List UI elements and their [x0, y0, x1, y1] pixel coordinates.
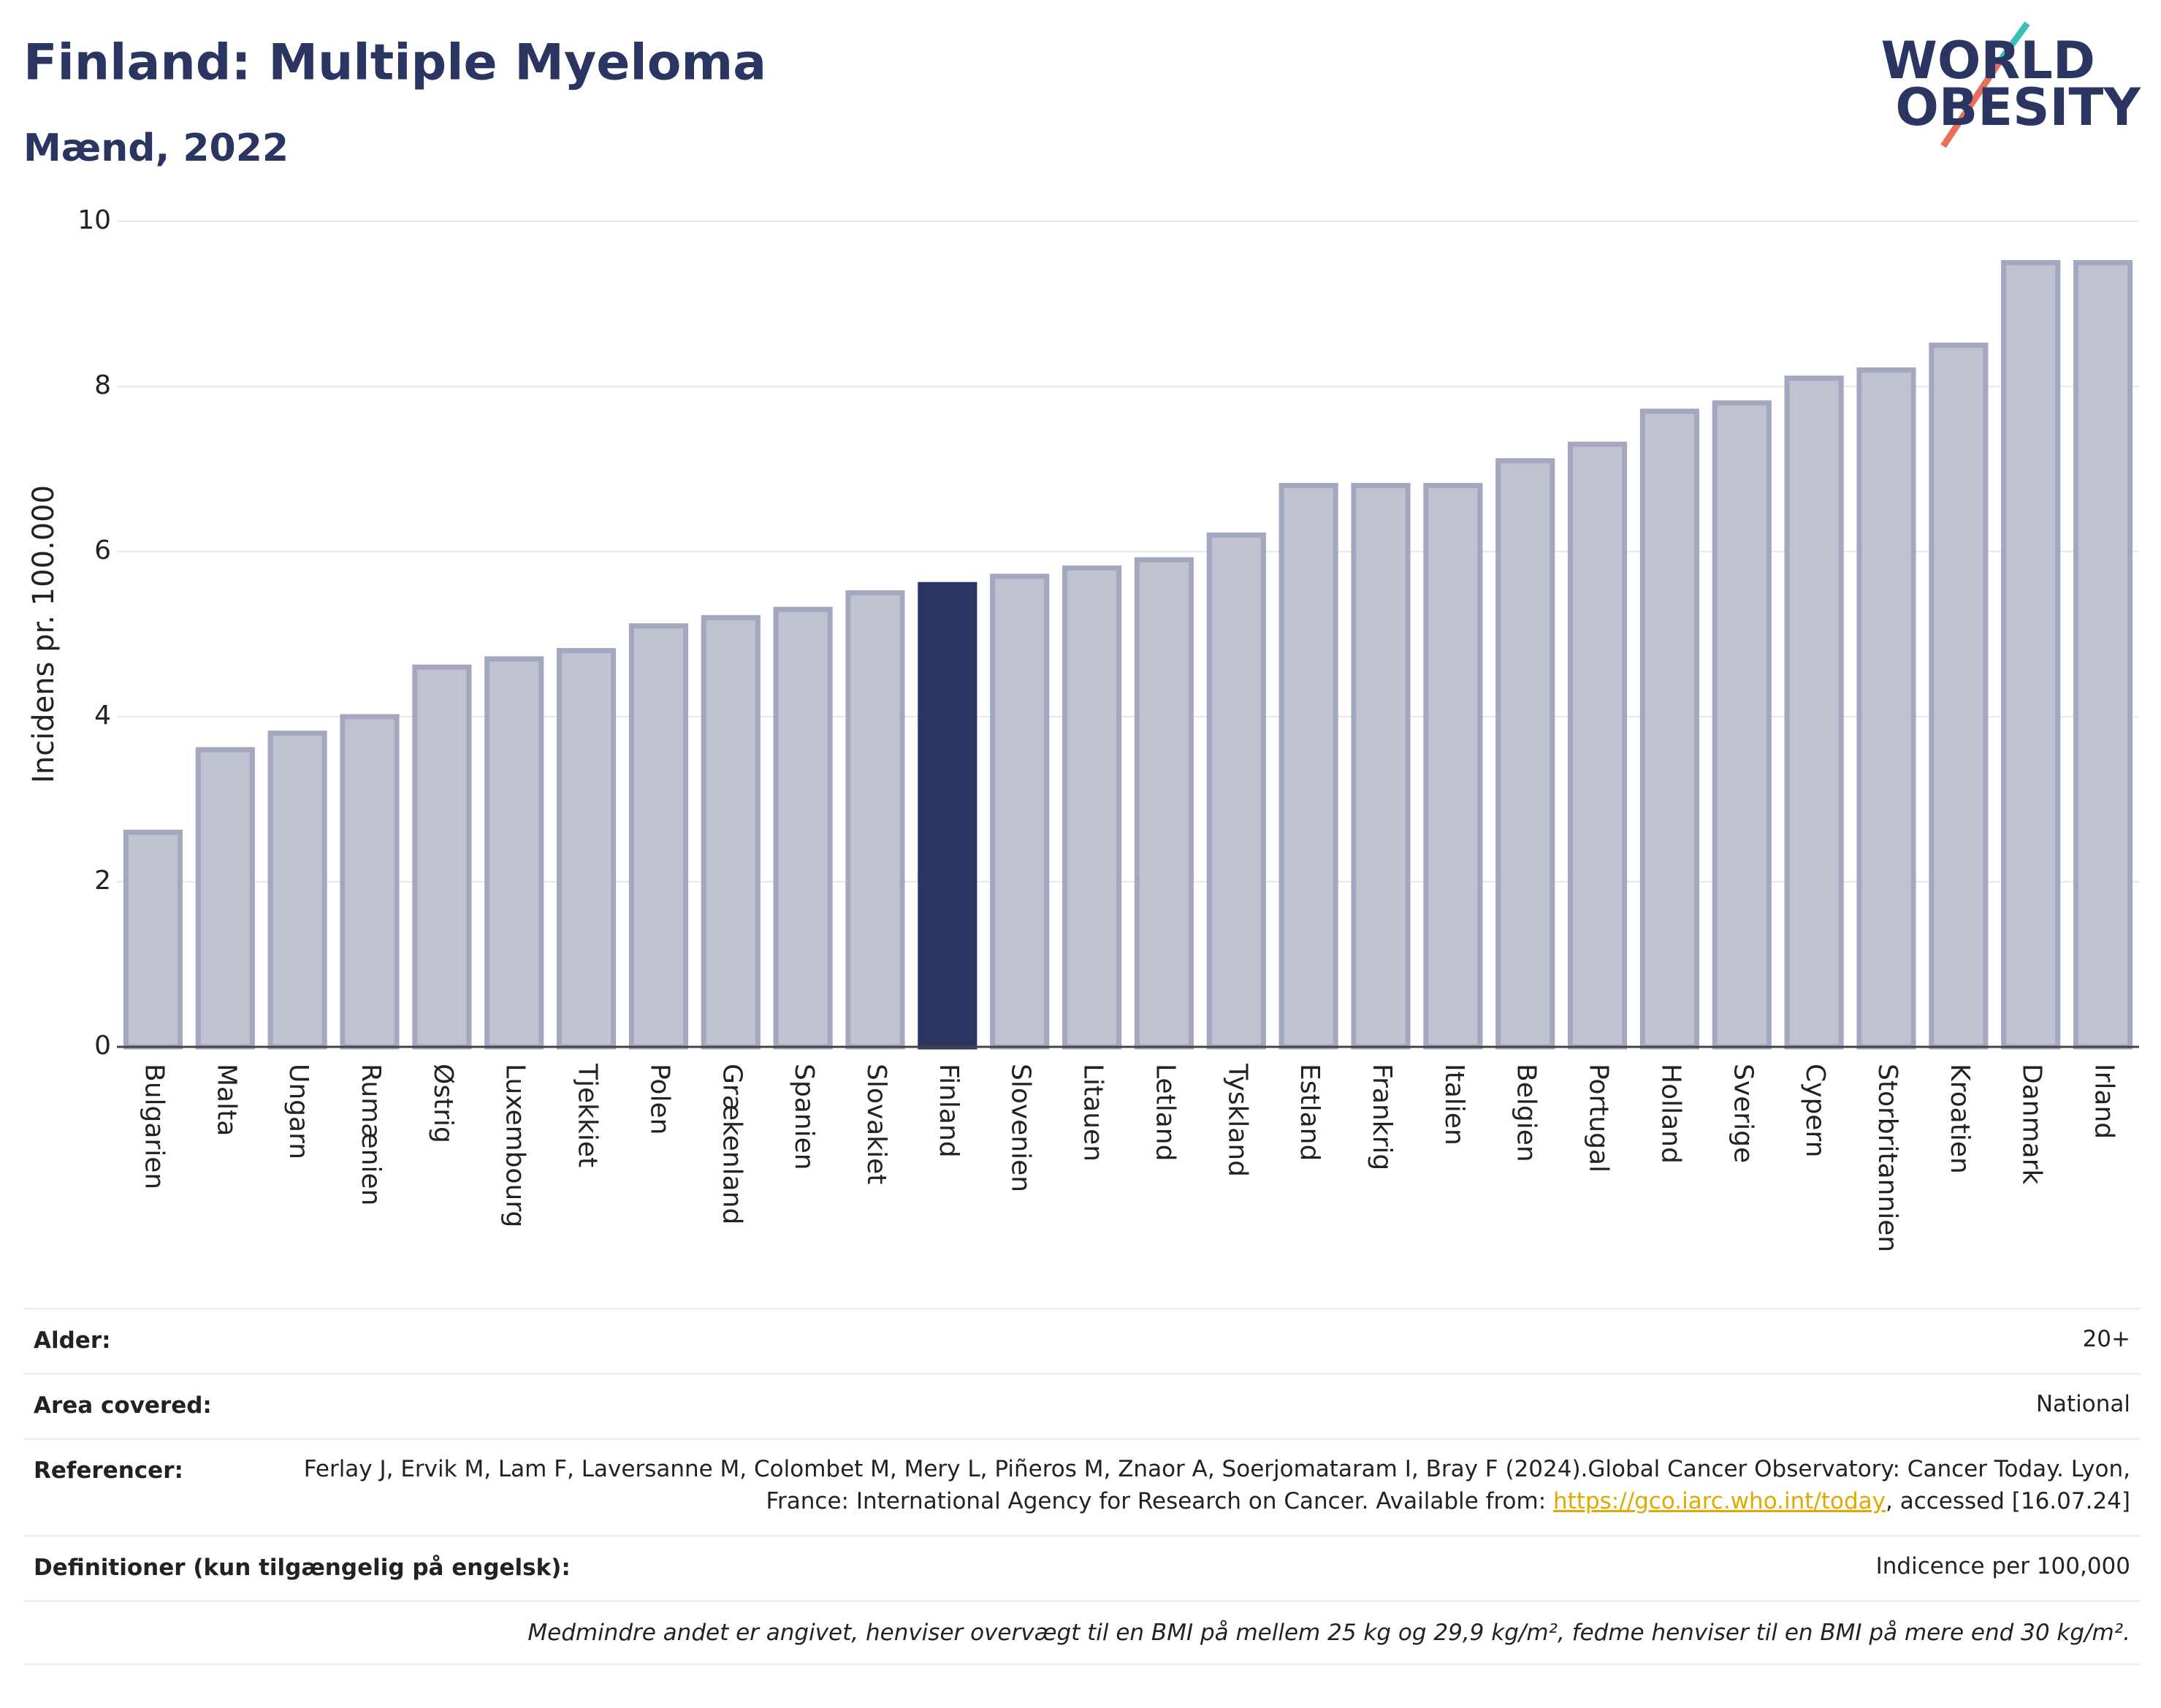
- y-tick-label: 6: [94, 535, 111, 565]
- y-tick-label: 0: [94, 1031, 111, 1061]
- bar: [195, 747, 255, 1050]
- bar: [1784, 375, 1844, 1050]
- info-text: 20+: [2082, 1326, 2130, 1352]
- x-tick-label: Portugal: [1584, 1064, 1614, 1173]
- x-tick-label: Spanien: [789, 1064, 819, 1170]
- x-tick-label: Østrig: [428, 1064, 458, 1143]
- x-tick-label: Slovenien: [1006, 1064, 1036, 1192]
- x-tick-label: Tjekkiet: [573, 1063, 603, 1167]
- bar: [1062, 565, 1122, 1050]
- x-tick-label: Estland: [1295, 1064, 1325, 1161]
- bar: [2001, 260, 2061, 1050]
- bar: [1278, 483, 1338, 1050]
- bar: [2073, 260, 2133, 1050]
- info-table: Alder: 20+ Area covered: National Referencer…: [23, 1308, 2141, 1666]
- x-tick-label: Kroatien: [1945, 1064, 1975, 1174]
- bar: [1206, 532, 1266, 1050]
- y-tick-label: 4: [94, 701, 111, 731]
- x-tick-label: Holland: [1655, 1064, 1685, 1164]
- x-tick-label: Rumænien: [356, 1064, 386, 1205]
- y-axis-label: Incidens pr. 100.000: [27, 485, 61, 783]
- x-tick-label: Polen: [644, 1064, 674, 1135]
- bar: [1639, 408, 1700, 1050]
- bar: [484, 656, 544, 1050]
- bar: [628, 623, 688, 1050]
- bar: [267, 731, 327, 1050]
- x-tick-label: Finland: [934, 1064, 964, 1158]
- bar: [701, 614, 761, 1050]
- logo-text: OBESITY: [1895, 77, 2141, 137]
- y-tick-label: 10: [77, 205, 111, 235]
- bar: [340, 714, 400, 1050]
- bar: [1495, 458, 1555, 1050]
- info-value: 20+: [2083, 1323, 2130, 1355]
- info-text: National: [2035, 1391, 2130, 1417]
- x-tick-label: Bulgarien: [139, 1064, 169, 1189]
- x-tick-label: Sverige: [1728, 1064, 1758, 1163]
- reference-link[interactable]: https://gco.iarc.who.int/today: [1553, 1488, 1886, 1514]
- bar: [1134, 557, 1194, 1050]
- info-value: National: [2036, 1388, 2130, 1420]
- info-note: Medmindre andet er angivet, henviser ove…: [23, 1600, 2141, 1666]
- bar: [123, 829, 183, 1050]
- info-row: Area covered: National: [23, 1373, 2141, 1438]
- bar: [1856, 367, 1916, 1050]
- info-text: Indicence per 100,000: [1875, 1553, 2130, 1579]
- x-tick-label: Belgien: [1512, 1064, 1541, 1162]
- x-tick-label: Storbritannien: [1872, 1064, 1902, 1252]
- info-value: Ferlay J, Ervik M, Lam F, Laversanne M, …: [242, 1453, 2130, 1517]
- info-label: Alder:: [34, 1327, 111, 1354]
- info-row: Alder: 20+: [23, 1308, 2141, 1373]
- info-row: Definitioner (kun tilgængelig på engelsk…: [23, 1535, 2141, 1600]
- x-tick-label: Italien: [1439, 1064, 1469, 1145]
- bar: [1351, 483, 1411, 1050]
- x-tick-label: Letland: [1150, 1064, 1180, 1161]
- x-tick-label: Litauen: [1078, 1064, 1108, 1162]
- bar: [1929, 343, 1989, 1050]
- bar: [773, 606, 833, 1050]
- bar: [1568, 441, 1628, 1050]
- x-tick-label: Malta: [211, 1064, 241, 1136]
- bar: [845, 590, 905, 1050]
- info-value: Indicence per 100,000: [1876, 1550, 2130, 1582]
- logo-text: WORLD: [1881, 31, 2095, 91]
- x-tick-label: Luxembourg: [500, 1064, 530, 1227]
- x-tick-label: Cypern: [1800, 1064, 1830, 1157]
- info-text: , accessed [16.07.24]: [1885, 1488, 2130, 1514]
- x-tick-label: Grækenland: [717, 1064, 747, 1224]
- info-row: Referencer: Ferlay J, Ervik M, Lam F, Lav…: [23, 1438, 2141, 1535]
- bar: [1423, 483, 1483, 1050]
- x-tick-label: Ungarn: [283, 1064, 313, 1159]
- info-label: Referencer:: [34, 1457, 183, 1484]
- bar: [990, 573, 1050, 1050]
- y-tick-label: 2: [94, 866, 111, 896]
- chart: Finland: Multiple Myeloma Mænd, 2022 WOR…: [23, 21, 2141, 1252]
- x-tick-label: Slovakiet: [861, 1064, 891, 1184]
- info-label: Area covered:: [34, 1392, 212, 1419]
- x-tick-label: Tyskland: [1222, 1063, 1252, 1177]
- info-label: Definitioner (kun tilgængelig på engelsk…: [34, 1555, 571, 1581]
- x-tick-label: Irland: [2089, 1064, 2119, 1139]
- chart-subtitle: Mænd, 2022: [23, 126, 289, 170]
- bar: [412, 664, 472, 1050]
- logo-slash: [1940, 56, 2005, 148]
- chart-title: Finland: Multiple Myeloma: [23, 34, 766, 92]
- x-tick-label: Danmark: [2017, 1064, 2047, 1185]
- logo-slash: [1999, 21, 2030, 61]
- bar: [557, 648, 617, 1050]
- bar: [1712, 400, 1772, 1050]
- x-tick-label: Frankrig: [1367, 1064, 1397, 1170]
- info-text: Ferlay J, Ervik M, Lam F, Laversanne M, …: [303, 1456, 2130, 1514]
- y-tick-label: 8: [94, 370, 111, 400]
- bar: [918, 582, 977, 1050]
